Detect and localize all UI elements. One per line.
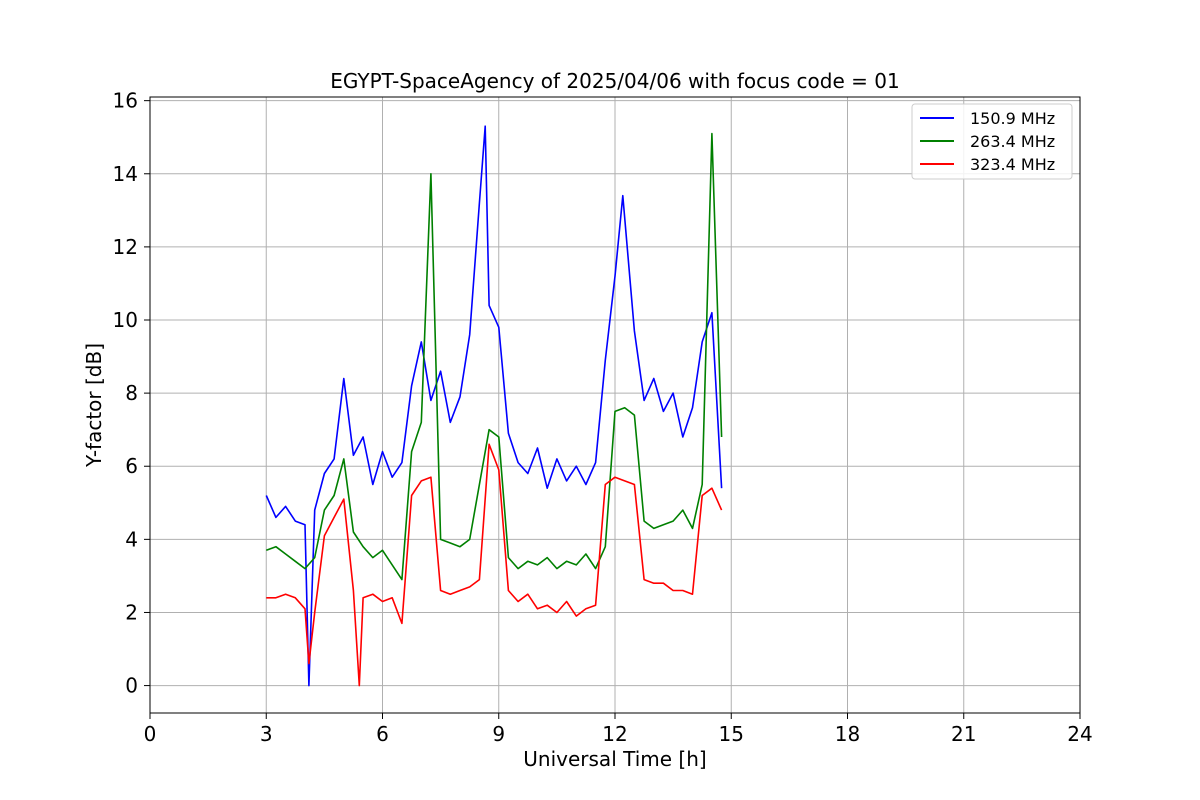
- series-group: [265, 125, 723, 687]
- legend-box: [911, 103, 1073, 180]
- x-tick-label: 0: [144, 722, 157, 746]
- x-tick-label: 12: [602, 722, 627, 746]
- x-tick-label: 21: [951, 722, 976, 746]
- x-tick-label: 9: [492, 722, 505, 746]
- y-tick-label: 6: [125, 454, 138, 478]
- x-tick-label: 24: [1067, 722, 1092, 746]
- x-tick-label: 15: [719, 722, 744, 746]
- x-tick-label: 18: [835, 722, 860, 746]
- y-tick-label: 2: [125, 600, 138, 624]
- series-line-0: [265, 125, 723, 687]
- y-tick-label: 4: [125, 527, 138, 551]
- x-tick-label: 6: [376, 722, 389, 746]
- legend: 150.9 MHz 263.4 MHz 323.4 MHz: [911, 103, 1073, 180]
- y-tick-label: 14: [113, 162, 138, 186]
- series-line-2: [266, 443, 723, 687]
- y-tick-label: 12: [113, 235, 138, 259]
- y-tick-label: 0: [125, 674, 138, 698]
- y-tick-label: 16: [113, 89, 138, 113]
- y-tick-label: 10: [113, 308, 138, 332]
- chart-title: EGYPT-SpaceAgency of 2025/04/06 with foc…: [330, 69, 899, 93]
- series-line-1: [266, 132, 723, 581]
- y-tick-label: 8: [125, 381, 138, 405]
- legend-label-2: 323.4 MHz: [970, 155, 1055, 174]
- legend-label-0: 150.9 MHz: [970, 109, 1055, 128]
- y-axis-label: Y-factor [dB]: [82, 343, 106, 468]
- x-axis-label: Universal Time [h]: [523, 747, 706, 771]
- legend-label-1: 263.4 MHz: [970, 132, 1055, 151]
- x-tick-label: 3: [260, 722, 273, 746]
